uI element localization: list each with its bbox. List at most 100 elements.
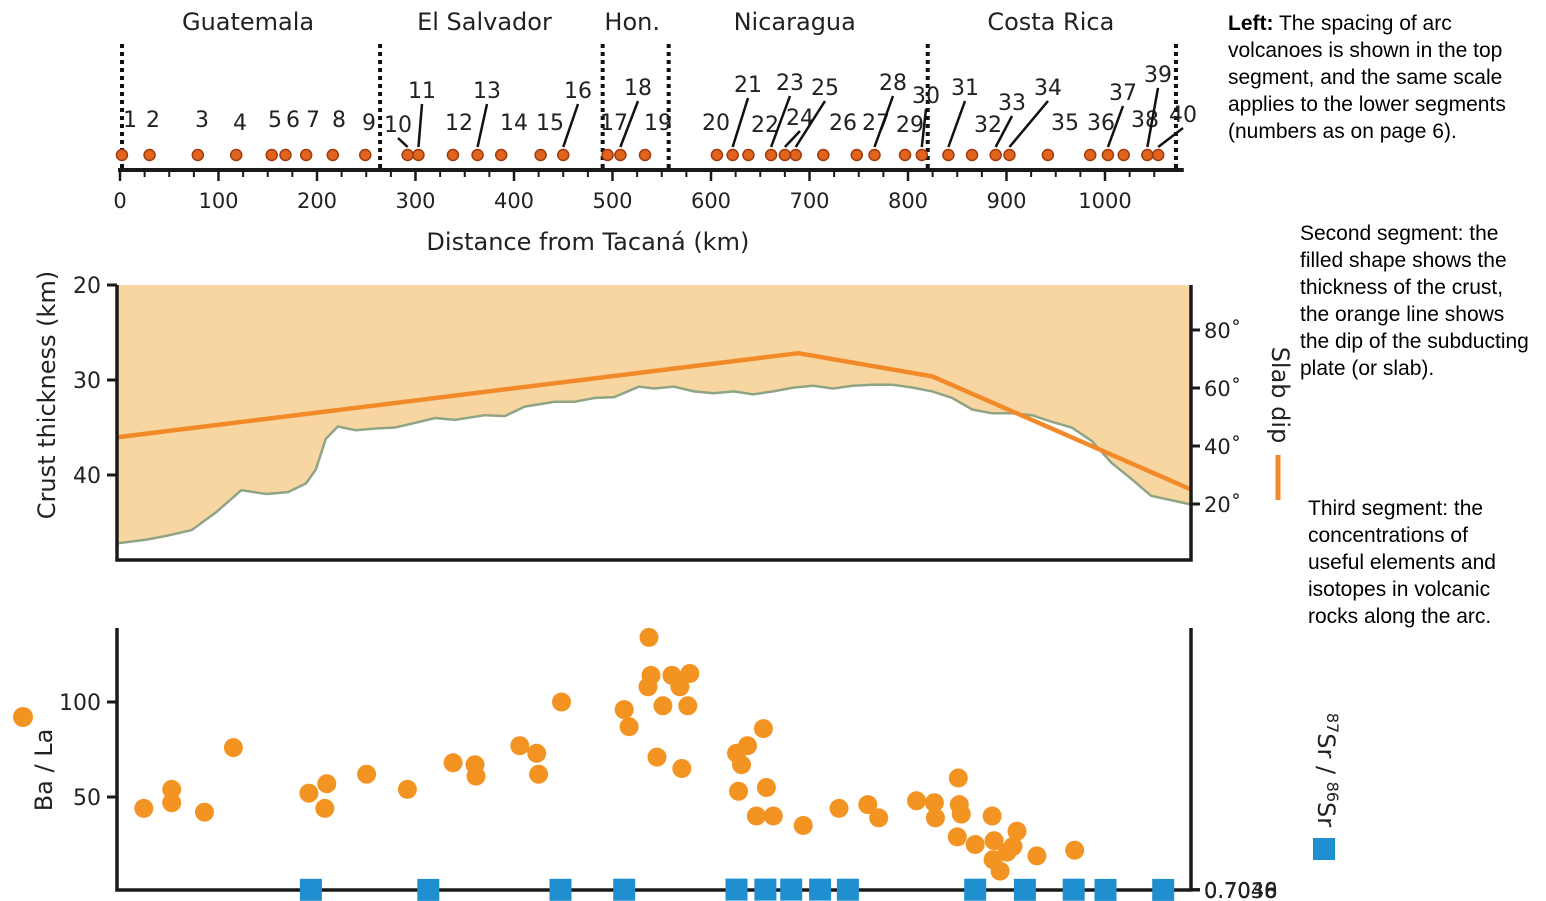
x-tick-label-300: 300 <box>395 189 435 213</box>
volcano-dot-39 <box>1141 148 1154 162</box>
bala-point-13 <box>510 736 530 756</box>
bala-point-32 <box>738 736 757 756</box>
volcano-dot-40 <box>1151 148 1165 162</box>
caption-second: Second segment: the filled shape shows t… <box>1300 222 1529 380</box>
bala-point-33 <box>746 806 766 826</box>
bala-point-18 <box>619 717 639 737</box>
volcano-number-12: 12 <box>445 111 473 136</box>
volcano-number-32: 32 <box>974 113 1002 138</box>
bala-point-10 <box>443 753 463 773</box>
bala-point-14 <box>527 743 547 763</box>
volcano-spacing-panel: Guatemala El Salvador Hon. Nicaragua Costa R… <box>113 8 1197 256</box>
volcano-leader-34 <box>1008 100 1049 148</box>
volcano-dot-3 <box>191 148 205 162</box>
volcano-leader-21 <box>731 97 750 148</box>
country-label-0: Guatemala <box>182 8 314 36</box>
volcano-leader-16 <box>562 103 580 148</box>
volcano-dot-5 <box>265 148 278 162</box>
volcano-number-13: 13 <box>473 79 501 104</box>
sr-point-7 <box>809 878 832 901</box>
volcano-dot-9 <box>359 148 372 162</box>
volcano-number-24: 24 <box>786 106 814 131</box>
bala-point-43 <box>925 808 945 828</box>
sr-point-1 <box>417 878 440 901</box>
volcano-dot-31 <box>942 148 955 162</box>
volcano-dot-2 <box>143 148 156 162</box>
volcano-number-29: 29 <box>896 113 924 138</box>
volcano-number-37: 37 <box>1109 81 1137 106</box>
bala-legend-marker <box>13 707 33 727</box>
caption-left-text: The spacing of arc volcanoes is shown in… <box>1228 12 1506 143</box>
volcano-dot-18 <box>614 148 627 162</box>
sr-point-12 <box>1094 878 1117 901</box>
bala-point-49 <box>982 806 1002 826</box>
geochem-panel-frame <box>115 628 1193 892</box>
sr-point-6 <box>780 878 803 901</box>
volcano-dot-10 <box>401 148 414 162</box>
bala-point-35 <box>756 778 776 797</box>
volcano-number-11: 11 <box>408 79 436 104</box>
volcano-leader-37 <box>1106 105 1125 148</box>
bala-point-54 <box>1003 836 1023 856</box>
volcano-number-14: 14 <box>500 111 528 136</box>
crust-y-tick-label-40: 40 <box>73 464 101 489</box>
bala-y-axis-label: Ba / La <box>30 729 58 812</box>
x-tick-label-700: 700 <box>789 189 829 213</box>
volcano-dot-19 <box>638 148 652 162</box>
volcano-dot-36 <box>1083 148 1097 162</box>
bala-point-8 <box>357 764 377 784</box>
x-tick-label-400: 400 <box>494 189 534 213</box>
bala-point-20 <box>639 627 659 647</box>
bala-point-45 <box>948 768 968 788</box>
x-tick-label-200: 200 <box>297 189 337 213</box>
volcano-dot-13 <box>471 148 484 162</box>
volcano-dot-28 <box>868 148 881 162</box>
volcano-number-25: 25 <box>811 76 839 101</box>
volcano-number-26: 26 <box>829 111 857 136</box>
country-label-1: El Salvador <box>417 8 552 36</box>
volcano-number-19: 19 <box>644 111 672 136</box>
bala-point-27 <box>678 696 698 716</box>
sr-point-9 <box>964 878 987 901</box>
volcano-leader-13 <box>476 103 489 148</box>
sr-point-10 <box>1013 878 1036 901</box>
slab-y-tick-label-20: 20˚ <box>1204 493 1241 517</box>
volcano-dot-11 <box>412 148 425 162</box>
sr-point-13 <box>1152 878 1175 901</box>
crust-y-tick-label-20: 20 <box>73 274 101 299</box>
crust-slab-panel: 20 30 40 80˚ 60˚ 40˚ 20˚ Crust thickness (km) Sl… <box>33 271 1294 562</box>
bala-point-52 <box>990 861 1010 881</box>
volcano-leader-33 <box>994 115 1014 148</box>
crust-thickness-area <box>117 285 1191 544</box>
volcano-number-36: 36 <box>1087 111 1115 136</box>
volcano-leader-39 <box>1146 87 1160 148</box>
bala-point-23 <box>653 696 673 716</box>
bala-y-tick-label-100: 100 <box>59 691 101 716</box>
volcano-number-2: 2 <box>146 108 160 133</box>
bala-point-36 <box>763 806 783 826</box>
bala-point-37 <box>793 816 813 835</box>
bala-point-55 <box>1007 821 1027 841</box>
x-tick-label-900: 900 <box>986 189 1026 213</box>
volcano-dot-6 <box>279 148 292 162</box>
volcano-number-31: 31 <box>951 76 979 101</box>
sr-point-4 <box>725 878 748 901</box>
volcano-dot-8 <box>326 148 340 162</box>
bala-point-30 <box>729 781 748 801</box>
x-tick-label-600: 600 <box>691 189 731 213</box>
sr-point-3 <box>613 878 636 901</box>
volcano-leader-18 <box>619 100 640 148</box>
sr-legend-marker <box>1313 838 1335 860</box>
x-tick-label-100: 100 <box>198 189 238 213</box>
volcano-dot-29 <box>898 148 912 162</box>
bala-point-22 <box>647 747 667 767</box>
x-tick-label-800: 800 <box>888 189 928 213</box>
volcano-dot-25 <box>789 148 802 162</box>
volcano-dot-27 <box>850 148 864 162</box>
volcano-number-10: 10 <box>384 113 412 138</box>
x-tick-label-0: 0 <box>113 189 126 213</box>
sr-point-8 <box>836 878 859 901</box>
country-label-2: Hon. <box>604 8 660 36</box>
